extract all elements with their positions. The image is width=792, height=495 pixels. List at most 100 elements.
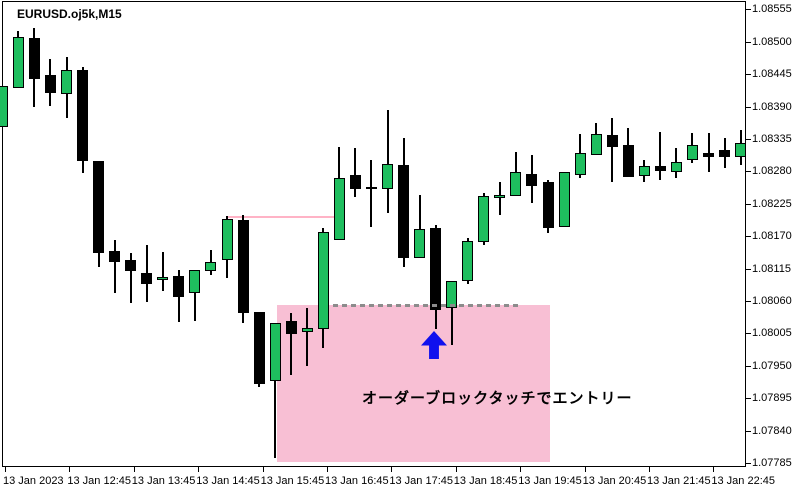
candle-body [670, 161, 682, 172]
price-axis-label: 1.07950 [752, 359, 792, 372]
candle-body [574, 153, 586, 175]
price-axis-tick [746, 9, 751, 11]
candle-body [414, 229, 426, 258]
price-axis-tick [746, 236, 751, 238]
price-axis-tick [746, 171, 751, 173]
price-axis-tick [746, 463, 751, 464]
candle-body [141, 272, 153, 284]
candle-body [365, 186, 377, 190]
candle-body [77, 70, 89, 161]
price-axis-label: 1.08060 [752, 295, 792, 307]
candle-body [173, 276, 185, 297]
price-axis-label: 1.07895 [752, 392, 792, 405]
candle-body [205, 262, 217, 271]
candle-body [446, 280, 458, 309]
candle-body [542, 182, 554, 228]
time-axis-tick [133, 467, 135, 472]
candle-body [12, 37, 24, 88]
time-axis-tick [455, 467, 457, 472]
candle-body [93, 160, 105, 254]
candle-wick [306, 308, 309, 366]
candle-body [398, 164, 410, 258]
price-axis-label: 1.08115 [752, 262, 791, 275]
time-axis-tick [391, 467, 393, 472]
candle-body [462, 240, 474, 281]
price-axis-label: 1.07785 [752, 457, 792, 469]
chart-plot-area[interactable]: オーダーブロックタッチでエントリー [0, 0, 792, 467]
candle-body [125, 259, 137, 271]
candle-body [638, 166, 650, 177]
price-axis-tick [746, 106, 751, 108]
candle-body [333, 177, 345, 240]
candle-body [109, 250, 121, 263]
price-axis-label: 1.08390 [752, 100, 792, 113]
order-block-top-dotted-line [333, 304, 521, 308]
candle-body [526, 173, 538, 187]
time-axis-label: 13 Jan 21:45 [647, 475, 711, 487]
candle-wick [418, 194, 421, 258]
time-axis-tick [5, 467, 6, 472]
price-axis-label: 1.07840 [752, 424, 792, 437]
candle-body [622, 144, 634, 177]
price-axis-tick [746, 365, 751, 367]
price-axis-tick [746, 74, 751, 76]
time-axis-label: 13 Jan 22:45 [711, 475, 776, 487]
candle-body [430, 227, 442, 310]
price-axis-label: 1.08170 [752, 230, 792, 243]
price-axis-tick [746, 139, 751, 140]
candle-wick [370, 160, 373, 227]
price-axis-label: 1.08280 [752, 165, 792, 178]
time-axis-tick [198, 467, 200, 472]
time-axis-tick [713, 467, 715, 472]
entry-annotation-label: オーダーブロックタッチでエントリー [362, 390, 633, 407]
candle-body [719, 150, 731, 157]
candle-body [237, 219, 249, 313]
price-axis-tick [746, 398, 751, 400]
time-axis-tick [327, 467, 328, 472]
time-axis-tick [649, 467, 650, 472]
time-axis-label: 13 Jan 20:45 [582, 475, 647, 487]
time-axis-label: 13 Jan 16:45 [325, 475, 389, 487]
price-axis-tick [746, 430, 751, 432]
price-axis-label: 1.08005 [752, 327, 792, 340]
candle-body [285, 321, 297, 334]
price-axis-tick [746, 41, 751, 43]
candle-body [735, 143, 747, 157]
candle-wick [707, 133, 710, 172]
candle-body [61, 70, 72, 95]
time-axis-label: 13 Jan 19:45 [518, 475, 582, 487]
price-axis-label: 1.08335 [752, 133, 792, 145]
candle-body [494, 194, 506, 198]
candle-wick [193, 269, 196, 322]
candle-body [558, 171, 570, 227]
candle-body [157, 276, 169, 280]
candle-body [349, 174, 361, 190]
candle-body [382, 163, 393, 190]
time-axis-label: 13 Jan 14:45 [196, 475, 260, 487]
price-axis-tick [746, 203, 751, 205]
time-axis-label: 13 Jan 17:45 [389, 475, 454, 487]
time-axis-label: 13 Jan 18:45 [453, 475, 518, 487]
candle-wick [659, 131, 662, 181]
time-axis-tick [262, 467, 264, 472]
candle-wick [274, 322, 277, 459]
candle-body [0, 85, 8, 128]
candle-wick [450, 280, 453, 346]
candle-wick [498, 182, 501, 215]
price-axis-label: 1.08500 [752, 35, 792, 48]
candle-body [686, 144, 698, 161]
candle-body [28, 38, 40, 79]
price-axis-tick [746, 301, 751, 302]
candle-body [317, 232, 329, 330]
candle-body [269, 322, 281, 382]
candle-body [221, 219, 233, 260]
candle-body [301, 328, 313, 333]
price-axis-label: 1.08225 [752, 197, 792, 210]
resistance-level-line [228, 216, 334, 219]
price-axis-tick [746, 333, 751, 335]
time-axis-label: 13 Jan 12:45 [67, 475, 132, 487]
time-axis-tick [69, 467, 71, 472]
candle-body [510, 171, 522, 197]
candle-wick [386, 110, 389, 214]
